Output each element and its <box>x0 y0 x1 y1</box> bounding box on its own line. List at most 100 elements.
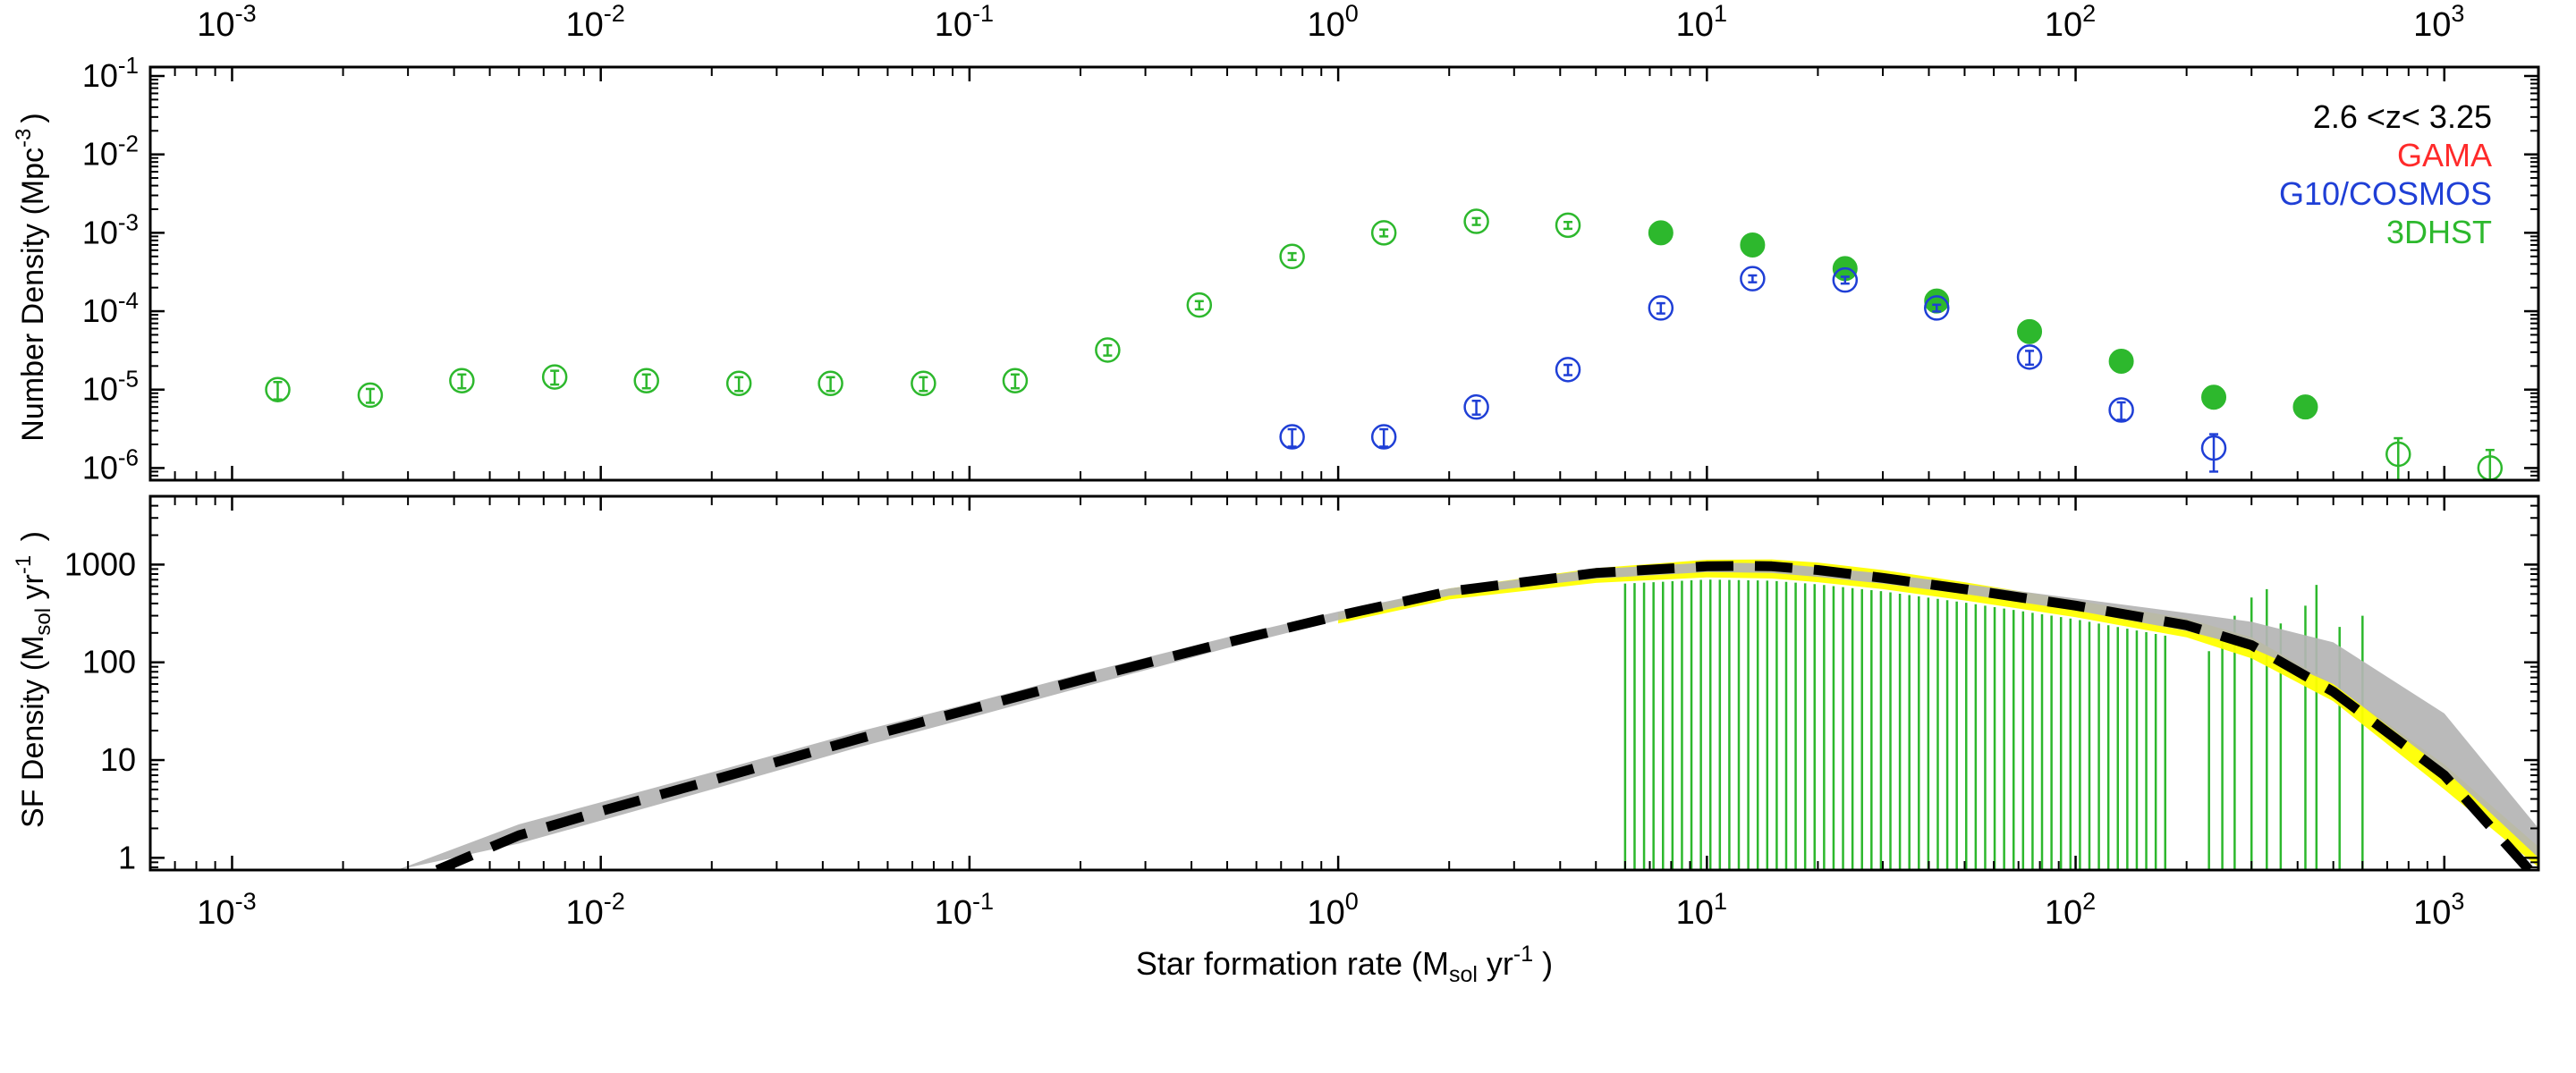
data-point <box>2385 441 2411 468</box>
data-point <box>1832 266 1859 293</box>
data-point <box>2200 435 2227 461</box>
bottom-y-axis-title-mid: yr <box>16 574 50 608</box>
y-tick-label-exp: -5 <box>118 366 139 393</box>
data-point <box>1648 295 1674 321</box>
data-point <box>449 368 475 393</box>
y-tick-label: 10-2 <box>82 131 139 173</box>
bottom-x-axis-title-sub: sol <box>1449 962 1478 987</box>
x-tick-label-exp: 0 <box>1345 888 1359 915</box>
y-tick-label: 10-1 <box>82 52 139 94</box>
x-tick-label-base: 10 <box>935 894 972 932</box>
y-tick-label: 1000 <box>64 545 136 582</box>
bottom-y-axis-title-sup: -1 <box>12 555 36 574</box>
x-tick-label: 10-1 <box>935 0 994 44</box>
series-3dhst-open-circle <box>265 208 2504 480</box>
data-point <box>725 370 752 397</box>
data-point <box>541 364 568 390</box>
x-tick-label-base: 10 <box>1307 894 1344 932</box>
x-tick-label-exp: -1 <box>972 0 994 27</box>
x-tick-label: 10-3 <box>197 0 256 44</box>
y-tick-label-base: 10 <box>82 292 118 329</box>
data-point <box>1095 337 1121 363</box>
x-tick-label-base: 10 <box>2413 894 2451 932</box>
x-tick-label-exp: 0 <box>1345 0 1359 27</box>
top-y-axis-title: Number Density (Mpc-3) <box>12 113 50 441</box>
x-tick-label-exp: 1 <box>1714 888 1727 915</box>
x-tick-label-base: 10 <box>197 6 234 44</box>
bottom-x-axis-title-post: ) <box>1533 945 1553 982</box>
data-point <box>1923 295 1950 321</box>
bottom-x-axis-title-mid: yr <box>1478 945 1513 982</box>
y-tick-label: 10 <box>100 741 136 778</box>
y-tick-label-exp: -3 <box>118 208 139 235</box>
bottom-y-axis-title-sub: sol <box>31 608 55 636</box>
sfr-bins <box>1623 579 2364 870</box>
data-point <box>2108 349 2134 375</box>
y-tick-label-base: 10 <box>82 57 118 94</box>
data-point <box>1002 368 1029 393</box>
x-tick-label-base: 10 <box>1307 6 1344 44</box>
y-tick-label-exp: -2 <box>118 131 139 157</box>
bottom-y-tick-labels: 1 10 100 1000 <box>64 545 136 875</box>
x-tick-label-base: 10 <box>1676 6 1714 44</box>
x-tick-label-base: 10 <box>566 894 604 932</box>
bottom-x-axis-title: Star formation rate (Msol yr-1 ) <box>1136 942 1553 987</box>
data-point <box>1370 424 1397 450</box>
top-y-axis-title-sup: -3 <box>12 129 36 148</box>
top-plot-area <box>265 208 2504 480</box>
y-tick-label: 10-4 <box>82 287 139 329</box>
x-tick-label: 101 <box>1676 0 1727 44</box>
x-tick-label-exp: -2 <box>604 888 625 915</box>
y-tick-label-base: 10 <box>82 371 118 408</box>
y-tick-label: 10-3 <box>82 208 139 250</box>
bottom-ticks <box>149 495 2538 870</box>
x-tick-label-base: 10 <box>935 6 972 44</box>
x-tick-label-base: 10 <box>1676 894 1714 932</box>
data-point <box>1186 291 1213 318</box>
x-tick-label: 102 <box>2045 0 2096 44</box>
x-tick-label-base: 10 <box>2413 6 2451 44</box>
x-tick-label: 103 <box>2413 888 2464 932</box>
data-point <box>265 376 291 402</box>
legend-entry-gama: GAMA <box>2397 137 2492 173</box>
x-tick-label-base: 10 <box>2045 6 2082 44</box>
bottom-y-axis-title: SF Density (Msol yr-1 ) <box>12 531 55 828</box>
x-tick-label-base: 10 <box>2045 894 2082 932</box>
series-g10-cosmos-open-circle <box>1279 266 2227 473</box>
x-tick-label-base: 10 <box>566 6 604 44</box>
bottom-plot-area <box>396 559 2538 870</box>
data-point <box>1279 424 1305 450</box>
data-point <box>1555 212 1581 239</box>
bottom-x-tick-labels: 10-3 10-2 10-1 100 101 102 103 <box>197 888 2464 932</box>
data-point <box>357 382 384 409</box>
x-tick-label-exp: 1 <box>1714 0 1727 27</box>
y-tick-label-base: 10 <box>82 214 118 250</box>
top-y-tick-labels: 10-610-510-410-310-210-1 <box>82 52 139 486</box>
bottom-x-axis-title-sup: -1 <box>1513 942 1533 967</box>
data-point <box>1463 208 1489 234</box>
x-tick-label-exp: -3 <box>235 888 257 915</box>
y-tick-label-base: 10 <box>82 136 118 173</box>
bottom-y-axis-title-pre: SF Density (M <box>16 636 50 828</box>
data-point <box>911 370 936 397</box>
x-tick-label-exp: 3 <box>2451 888 2464 915</box>
legend: 2.6 <z< 3.25 GAMA G10/COSMOS 3DHST <box>2279 98 2492 250</box>
bottom-y-axis-title-post: ) <box>16 531 50 550</box>
y-tick-label: 10-5 <box>82 366 139 408</box>
x-tick-label: 10-2 <box>566 0 625 44</box>
top-y-axis-title-close: ) <box>16 113 50 123</box>
data-point <box>1279 243 1305 270</box>
legend-entry-redshift: 2.6 <z< 3.25 <box>2313 98 2492 135</box>
data-point <box>2201 384 2227 410</box>
fit-curve <box>435 561 2533 870</box>
data-point <box>1555 357 1581 383</box>
y-tick-label-exp: -4 <box>118 287 139 314</box>
data-point <box>1463 393 1489 420</box>
y-tick-label-exp: -1 <box>118 52 139 79</box>
x-tick-label: 10-3 <box>197 888 256 932</box>
top-ticks <box>149 67 2538 481</box>
data-point <box>2108 397 2134 423</box>
x-tick-label-exp: 2 <box>2082 0 2096 27</box>
